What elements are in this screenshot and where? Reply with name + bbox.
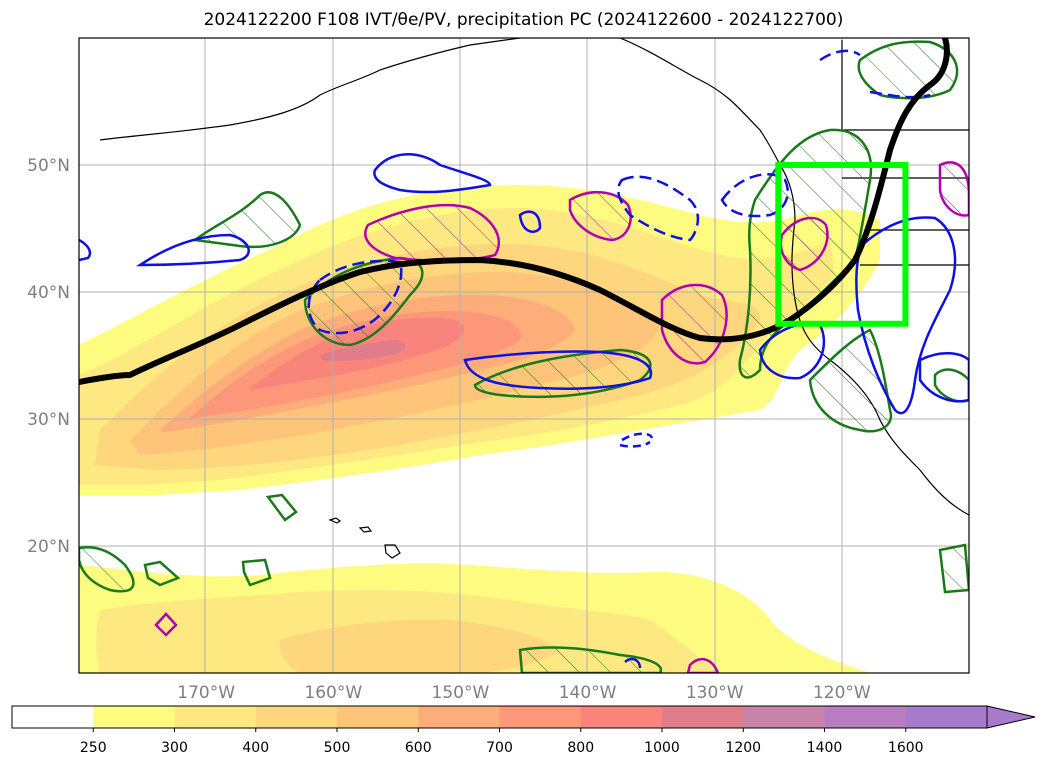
pv-contour-4 <box>518 210 542 233</box>
pv-contour-5 <box>758 322 826 380</box>
lon-tick-label: 130°W <box>686 683 744 703</box>
coast-alaska-panhandle <box>619 38 781 166</box>
colorbar-swatch <box>743 706 825 728</box>
pv-contour-9 <box>624 657 642 669</box>
pv-contours <box>79 49 969 669</box>
pv-contour-1 <box>135 233 250 267</box>
pv-contour-dashed-2 <box>617 175 700 242</box>
pv-contour-7 <box>918 352 969 403</box>
colorbar-tick-label: 300 <box>161 740 188 756</box>
colorbar-swatch <box>255 706 338 728</box>
colorbar-swatch <box>824 706 907 728</box>
colorbar-swatch <box>337 706 419 728</box>
coast-hawaii <box>328 517 401 559</box>
lat-tick-label: 40°N <box>27 283 70 303</box>
pv-contour-6 <box>855 216 957 415</box>
plot-area <box>79 38 969 673</box>
colorbar-tick-label: 600 <box>405 740 432 756</box>
theta-e-contour <box>79 38 950 385</box>
lon-tick-labels: 170°W 160°W 150°W 140°W 130°W 120°W <box>177 683 871 703</box>
pv-contour-2 <box>373 153 492 194</box>
precip-region-east <box>933 368 969 403</box>
coast-alaska-south <box>99 38 521 141</box>
magenta-region-5 <box>938 161 969 217</box>
pv-contour-dashed-4 <box>819 49 931 99</box>
chart-title: 2024122200 F108 IVT/θe/PV, precipitation… <box>203 10 844 30</box>
colorbar-tick-label: 1400 <box>807 740 843 756</box>
colorbar-extend-arrow <box>986 705 1036 729</box>
lat-tick-labels: 50°N 40°N 30°N 20°N <box>27 156 70 557</box>
colorbar-tick-label: 1200 <box>725 740 761 756</box>
lon-tick-label: 120°W <box>813 683 871 703</box>
colorbar-tick-label: 400 <box>242 740 269 756</box>
ivt-south-400 <box>279 619 560 673</box>
colorbar-tick-label: 800 <box>567 740 594 756</box>
colorbar-swatch <box>905 706 988 728</box>
magenta-contours <box>154 161 969 673</box>
magenta-region-1 <box>364 203 501 262</box>
lat-tick-label: 30°N <box>27 410 70 430</box>
pv-contour-dashed-1 <box>307 259 403 335</box>
magenta-region-7 <box>686 657 720 673</box>
precip-region-se <box>938 543 969 594</box>
colorbar-swatch <box>662 706 744 728</box>
colorbar-swatch <box>499 706 582 728</box>
target-region-box <box>775 162 909 327</box>
pv-contour-dashed-5 <box>619 432 654 448</box>
lon-tick-label: 140°W <box>559 683 617 703</box>
pv-contour-8 <box>79 238 92 262</box>
magenta-region-4 <box>779 216 829 272</box>
magenta-region-2 <box>568 190 632 242</box>
lon-tick-label: 160°W <box>304 683 362 703</box>
lat-tick-label: 20°N <box>27 537 70 557</box>
colorbar-tick-label: 1600 <box>888 740 924 756</box>
lon-tick-label: 170°W <box>177 683 235 703</box>
pv-contour-3 <box>463 350 653 390</box>
ivt-level-1000 <box>320 340 406 361</box>
precip-region-sw <box>79 546 135 593</box>
colorbar-tick-label: 500 <box>324 740 351 756</box>
plot-frame <box>78 37 970 674</box>
precip-region-sw2 <box>143 560 181 587</box>
colorbar-swatch <box>12 706 94 728</box>
magenta-region-3 <box>660 283 728 365</box>
magenta-region-6 <box>154 612 178 637</box>
colorbar-tick-label: 700 <box>486 740 513 756</box>
colorbar-swatch <box>93 706 175 728</box>
precip-region-sw3 <box>241 558 272 587</box>
precip-region-south <box>518 646 663 673</box>
pv-contour-dashed-3 <box>720 173 789 218</box>
lon-tick-label: 150°W <box>432 683 490 703</box>
ivt-shading-south <box>79 563 870 673</box>
precip-region-small <box>265 493 298 522</box>
colorbar-tick-label: 1000 <box>644 740 680 756</box>
ivt-shading-north <box>79 185 880 495</box>
colorbar-swatch <box>418 706 500 728</box>
lat-tick-label: 50°N <box>27 156 70 176</box>
colorbar-tick-label: 250 <box>80 740 107 756</box>
precip-region-1 <box>191 191 302 249</box>
colorbar-swatch <box>580 706 663 728</box>
colorbar-swatch <box>174 706 257 728</box>
colorbar: 250 300 400 500 600 700 800 1000 1200 1400 1600 <box>11 705 1036 756</box>
